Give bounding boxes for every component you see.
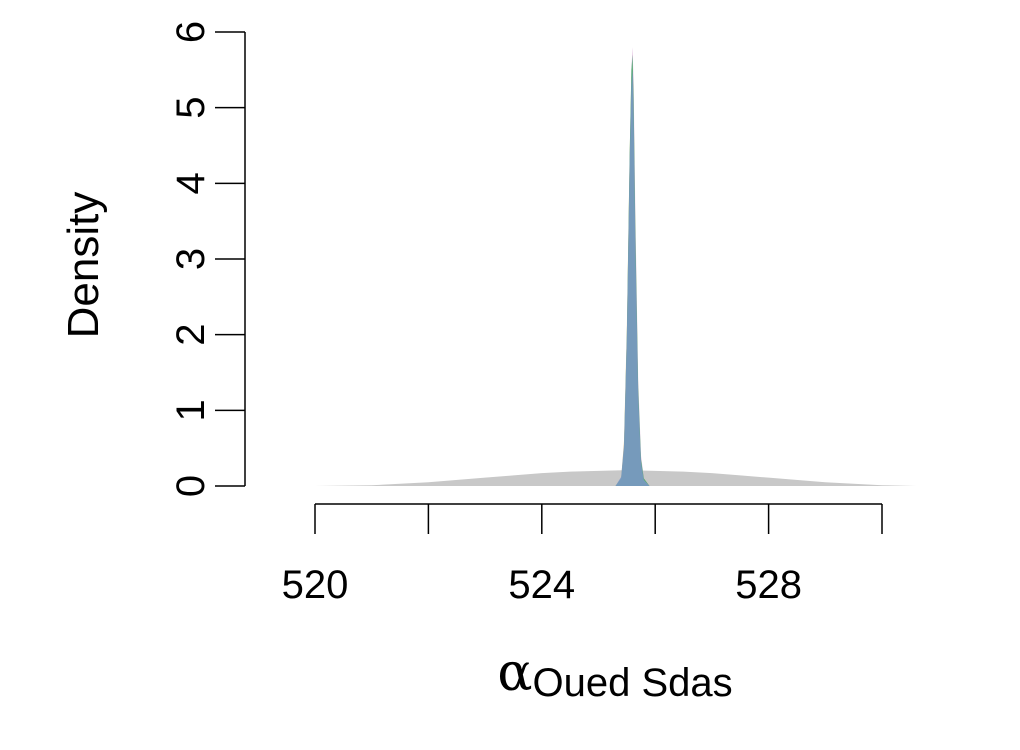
prior-density-area	[315, 470, 917, 486]
y-tick-label: 4	[169, 172, 213, 194]
posterior-density-area-4	[615, 69, 650, 486]
y-tick-label: 1	[169, 399, 213, 421]
y-tick-label: 3	[169, 248, 213, 270]
y-tick-label: 2	[169, 324, 213, 346]
y-tick-label: 0	[169, 475, 213, 497]
posterior-series-layer	[615, 47, 650, 487]
y-tick-label: 5	[169, 97, 213, 119]
x-axis-label-subscript: Oued Sdas	[532, 661, 732, 705]
x-tick-label: 528	[735, 563, 802, 607]
x-tick-label: 520	[282, 563, 349, 607]
y-tick-label: 6	[169, 21, 213, 43]
y-axis: 0 1 2 3 4 5 6	[169, 21, 246, 497]
x-axis-label: αOued Sdas	[497, 643, 732, 705]
x-axis-label-symbol: α	[497, 643, 532, 703]
x-axis: 520 524 528	[282, 503, 883, 607]
prior-layer	[315, 470, 917, 486]
y-axis-label: Density	[59, 192, 108, 339]
x-tick-label: 524	[508, 563, 575, 607]
